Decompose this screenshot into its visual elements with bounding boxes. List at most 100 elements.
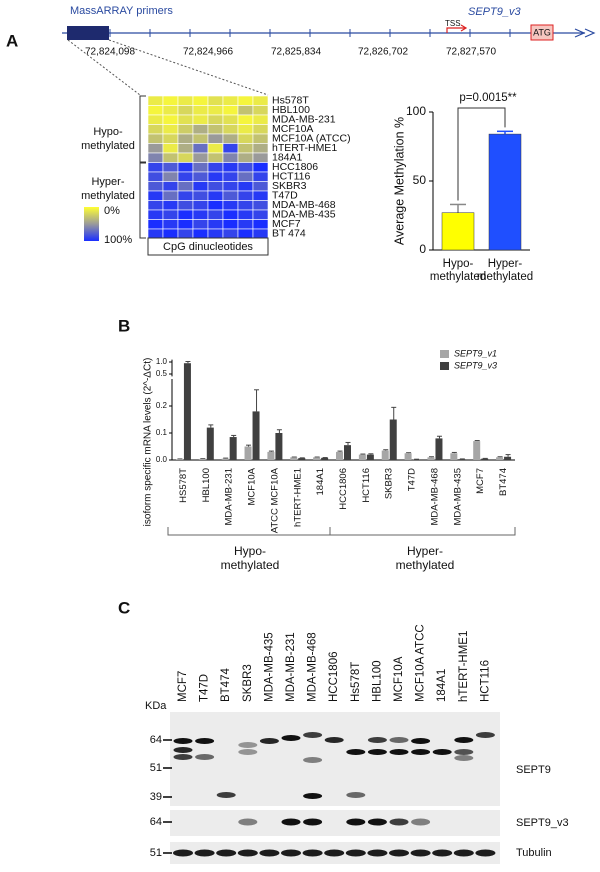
- category-label: Hyper-: [488, 258, 523, 270]
- band: [303, 818, 323, 826]
- heatmap-cell: [177, 181, 194, 192]
- heatmap-cell: [222, 228, 239, 239]
- bar: [252, 411, 260, 460]
- heatmap-cell: [147, 209, 164, 220]
- band: [173, 849, 193, 857]
- group-label: Hypo-: [93, 126, 123, 138]
- heatmap-cell: [147, 124, 164, 135]
- heatmap-cell: [192, 219, 209, 230]
- bar: [441, 212, 475, 251]
- x-tick-label: hTERT-HME1: [292, 468, 303, 527]
- heatmap-cell: [177, 114, 194, 125]
- x-tick-label: MCF7: [475, 468, 486, 494]
- bar: [183, 363, 191, 460]
- heatmap-cell: [147, 162, 164, 173]
- panel-label: C: [118, 598, 130, 617]
- band: [324, 849, 345, 857]
- bar: [313, 457, 321, 460]
- band: [194, 849, 215, 857]
- heatmap-cell: [162, 143, 179, 154]
- bar: [412, 459, 420, 460]
- band: [216, 792, 236, 798]
- heatmap-cell: [222, 95, 239, 106]
- heatmap-cell: [177, 124, 194, 135]
- group-label: Hyper-: [407, 544, 443, 558]
- heatmap-cell: [222, 209, 239, 220]
- band: [345, 849, 366, 857]
- band: [389, 818, 409, 826]
- tss-label: TSS: [445, 19, 461, 28]
- band: [389, 749, 409, 755]
- heatmap-cell: [222, 143, 239, 154]
- y-tick-label: 1.0: [156, 357, 168, 366]
- band: [173, 747, 193, 753]
- heatmap-cell: [252, 124, 269, 135]
- bar: [175, 459, 183, 460]
- heatmap-cell: [177, 200, 194, 211]
- heatmap-cell: [162, 162, 179, 173]
- heatmap-cell: [162, 171, 179, 182]
- group-bracket: [167, 527, 516, 536]
- heatmap-cell: [192, 162, 209, 173]
- band: [303, 793, 323, 799]
- bar: [275, 433, 283, 460]
- primer-label: MassARRAY primers: [70, 5, 173, 17]
- band: [238, 749, 258, 755]
- heatmap-cell: [192, 190, 209, 201]
- heatmap-cell: [252, 190, 269, 201]
- heatmap-cell: [162, 152, 179, 163]
- heatmap-cell: [147, 105, 164, 116]
- heatmap-cell: [252, 228, 269, 239]
- lane-label: T47D: [199, 674, 211, 702]
- panel-label: A: [6, 31, 18, 50]
- band: [195, 738, 215, 744]
- legend-swatch: [440, 350, 449, 358]
- y-tick-label: 0: [419, 242, 426, 256]
- heatmap-cell: [147, 133, 164, 144]
- coordinate-label: 72,824,966: [183, 47, 233, 58]
- group-label: Hyper-: [91, 176, 124, 188]
- row-label: 184A1: [272, 152, 303, 164]
- row-label: BT 474: [272, 228, 306, 240]
- category-label: methylated: [430, 271, 486, 283]
- bar: [389, 419, 397, 460]
- bar: [336, 451, 343, 460]
- bar: [344, 445, 351, 460]
- band: [453, 849, 474, 857]
- lane-label: Hs578T: [350, 662, 362, 702]
- heatmap-cell: [147, 190, 164, 201]
- lane-label: HCC1806: [328, 652, 340, 703]
- bar: [488, 133, 522, 251]
- band: [195, 754, 215, 760]
- bar: [229, 437, 237, 460]
- heatmap-cell: [207, 200, 224, 211]
- coordinate-label: 72,826,702: [358, 47, 408, 58]
- heatmap-cell: [147, 219, 164, 230]
- heatmap-cell: [177, 143, 194, 154]
- x-tick-label: ATCC MCF10A: [269, 467, 280, 533]
- band: [454, 749, 474, 755]
- y-tick-label: 0.0: [156, 455, 168, 464]
- primer-box: [67, 26, 109, 40]
- row-label: MCF7: [272, 218, 301, 230]
- row-label: hTERT-HME1: [272, 142, 337, 154]
- bar: [404, 453, 412, 460]
- band: [367, 849, 388, 857]
- heatmap-cell: [147, 114, 164, 125]
- bar: [298, 458, 306, 460]
- heatmap-cell: [177, 190, 194, 201]
- band: [411, 749, 431, 755]
- row-label: MDA-MB-435: [272, 209, 336, 221]
- heatmap-cell: [207, 133, 224, 144]
- y-tick-label: 100: [406, 104, 426, 118]
- heatmap-cell: [222, 133, 239, 144]
- lane-label: MCF7: [177, 671, 189, 702]
- x-tick-label: T47D: [407, 468, 418, 491]
- lane-label: 184A1: [436, 669, 448, 702]
- y-tick-label: 0.2: [156, 401, 168, 410]
- bar: [496, 457, 504, 460]
- row-label: HBL100: [272, 104, 310, 116]
- y-axis-label: Average Methylation %: [392, 117, 406, 245]
- heatmap-cell: [192, 200, 209, 211]
